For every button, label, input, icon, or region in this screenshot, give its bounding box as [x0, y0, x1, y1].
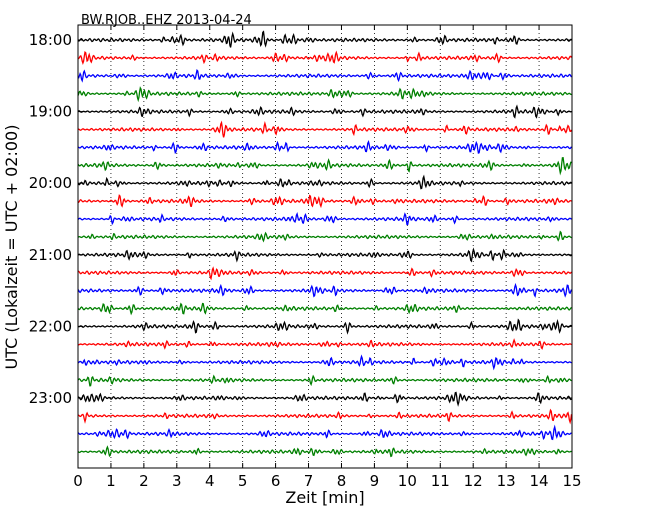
trace-line — [77, 50, 573, 65]
x-tick-label: 10 — [398, 472, 417, 490]
trace-line — [77, 282, 573, 298]
trace-line — [77, 120, 573, 138]
trace-line — [77, 318, 572, 335]
trace-line — [77, 247, 572, 263]
x-tick-label: 6 — [271, 472, 281, 490]
x-axis-ticks: 0 1 2 3 4 5 6 7 8 9 10 11 12 13 14 15 — [73, 25, 582, 490]
trace-line — [77, 445, 572, 458]
chart-title: BW.RJOB..EHZ 2013-04-24 — [81, 13, 252, 28]
x-tick-label: 15 — [562, 472, 581, 490]
x-tick-label: 5 — [238, 472, 248, 490]
trace-line — [77, 211, 572, 226]
trace-line — [77, 174, 572, 190]
y-axis-label: UTC (Lokalzeit = UTC + 02:00) — [2, 125, 21, 370]
x-tick-label: 0 — [73, 472, 83, 490]
x-tick-label: 13 — [497, 472, 516, 490]
x-tick-label: 2 — [139, 472, 149, 490]
trace-line — [77, 424, 572, 441]
x-tick-label: 7 — [304, 472, 314, 490]
y-tick-label: 21:00 — [29, 246, 72, 264]
trace-line — [77, 354, 572, 371]
trace-line — [77, 408, 573, 425]
x-tick-label: 1 — [106, 472, 116, 490]
x-tick-label: 11 — [431, 472, 450, 490]
trace-line — [77, 391, 572, 407]
trace-line — [77, 338, 572, 350]
x-tick-label: 3 — [172, 472, 182, 490]
x-tick-label: 8 — [337, 472, 347, 490]
plot-frame — [77, 24, 573, 469]
y-tick-label: 18:00 — [29, 31, 72, 49]
y-axis-ticks: 18:00 19:00 20:00 21:00 22:00 23:00 — [29, 31, 572, 407]
trace-line — [77, 140, 573, 155]
trace-line — [77, 86, 572, 103]
x-tick-label: 14 — [530, 472, 549, 490]
trace-line — [77, 266, 573, 281]
seismic-traces — [77, 30, 573, 458]
y-tick-label: 23:00 — [29, 389, 72, 407]
trace-line — [77, 374, 572, 387]
grid-lines — [110, 25, 540, 468]
y-tick-label: 20:00 — [29, 174, 72, 192]
trace-line — [77, 194, 572, 209]
trace-line — [77, 230, 572, 243]
x-tick-label: 9 — [370, 472, 380, 490]
x-tick-label: 4 — [205, 472, 215, 490]
x-axis-label: Zeit [min] — [285, 488, 364, 507]
y-tick-label: 22:00 — [29, 317, 72, 335]
trace-line — [77, 30, 572, 48]
trace-line — [77, 157, 572, 176]
trace-line — [77, 69, 573, 83]
y-tick-label: 19:00 — [29, 103, 72, 121]
x-tick-label: 12 — [464, 472, 483, 490]
trace-line — [77, 302, 572, 316]
trace-line — [77, 104, 572, 119]
